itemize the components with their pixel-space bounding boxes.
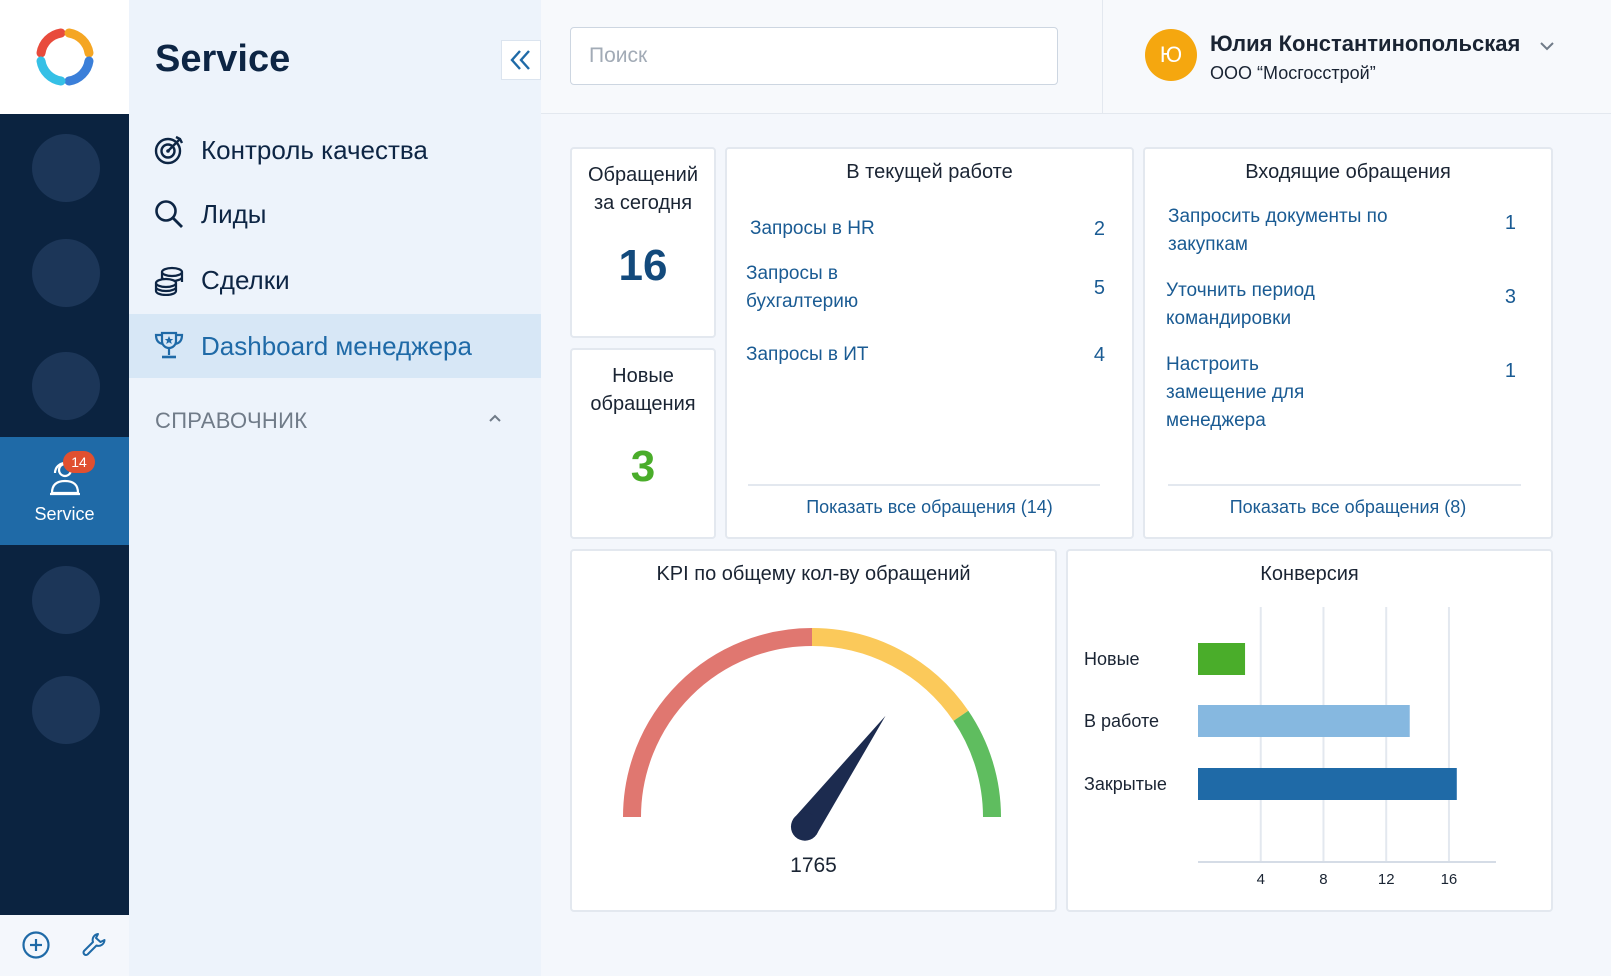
category-label: Новые — [1084, 649, 1140, 669]
card-title: Входящие обращения — [1245, 161, 1451, 183]
stat-card-new: Новые обращения 3 — [570, 348, 716, 539]
x-tick-label: 12 — [1378, 871, 1395, 888]
gauge-needle — [793, 715, 886, 835]
gauge-needle-hub — [790, 812, 819, 841]
app-logo[interactable] — [0, 0, 129, 114]
stat-label: Обращений за сегодня — [588, 164, 698, 214]
x-tick-label: 4 — [1257, 871, 1265, 888]
conversion-card: Конверсия 4 8 12 16 Новые В работе Закрытые — [1066, 549, 1553, 912]
nav-item-manager-dashboard[interactable]: Dashboard менеджера — [129, 314, 541, 378]
list-item[interactable]: Запросы в HR 2 — [750, 215, 1105, 245]
list-item-count: 5 — [1093, 277, 1105, 299]
gauge-segment-green — [953, 710, 1001, 818]
divider — [1168, 484, 1521, 486]
chevron-up-icon[interactable] — [487, 410, 503, 426]
bar — [1198, 768, 1457, 800]
rail-app-slot[interactable] — [32, 676, 100, 744]
show-all-link[interactable]: Показать все обращения (8) — [1229, 497, 1467, 517]
stat-label: Новые обращения — [590, 365, 696, 415]
double-chevron-left-icon — [510, 50, 530, 70]
kpi-gauge — [623, 628, 1001, 841]
list-item-label: Запросить документы по закупкам — [1168, 206, 1388, 255]
logo-icon — [36, 28, 93, 86]
search-input[interactable] — [570, 27, 1058, 85]
list-item[interactable]: Уточнить период командировки 3 — [1166, 277, 1516, 335]
nav-item-label: Лиды — [201, 198, 267, 229]
avatar[interactable]: Ю — [1145, 29, 1197, 81]
x-tick-label: 8 — [1319, 871, 1327, 888]
divider — [1102, 0, 1103, 113]
nav-item-label: Контроль качества — [201, 134, 428, 165]
nav-item-label: Dashboard менеджера — [201, 330, 472, 361]
list-item-count: 1 — [1504, 360, 1516, 382]
x-tick-label: 16 — [1441, 871, 1458, 888]
list-item-count: 3 — [1504, 286, 1516, 308]
stat-value: 16 — [618, 241, 668, 290]
navigation-panel: Service Контроль качества Лиды Сдел — [129, 0, 541, 976]
rail-app-slot[interactable] — [32, 352, 100, 420]
chevron-down-icon[interactable] — [1537, 36, 1557, 56]
list-item[interactable]: Запросить документы по закупкам 1 — [1168, 203, 1516, 261]
card-title: В текущей работе — [846, 161, 1013, 183]
list-item-label: Запросы в бухгалтерию — [746, 263, 859, 312]
notification-badge: 14 — [63, 451, 95, 473]
rail-app-slot[interactable] — [32, 134, 100, 202]
main-content: Ю Юлия Константинопольская ООО “Мосгосст… — [541, 0, 1611, 976]
trophy-icon — [154, 331, 184, 359]
bar — [1198, 643, 1246, 675]
wrench-icon[interactable] — [80, 930, 108, 958]
kpi-value: 1765 — [790, 854, 837, 877]
top-bar: Ю Юлия Константинопольская ООО “Мосгосст… — [541, 0, 1611, 114]
nav-item-leads[interactable]: Лиды — [129, 182, 541, 246]
user-name: Юлия Константинопольская — [1210, 31, 1521, 56]
category-label: В работе — [1084, 711, 1159, 731]
user-organization: ООО “Мосгосстрой” — [1210, 63, 1376, 83]
gauge-segment-red — [623, 628, 813, 818]
list-item-label: Настроить замещение для менеджера — [1166, 354, 1305, 431]
incoming-card: Входящие обращения Запросить документы п… — [1143, 147, 1553, 539]
list-item-label: Уточнить период командировки — [1166, 280, 1315, 329]
collapse-sidebar-button[interactable] — [501, 40, 541, 80]
rail-item-service[interactable]: Service — [0, 437, 129, 545]
in-work-card: В текущей работе Запросы в HR 2 Запросы … — [725, 147, 1134, 539]
nav-item-quality-control[interactable]: Контроль качества — [129, 118, 541, 182]
conversion-chart: 4 8 12 16 Новые В работе Закрытые — [1084, 607, 1496, 888]
list-item[interactable]: Настроить замещение для менеджера 1 — [1166, 351, 1516, 437]
stat-value: 3 — [630, 442, 656, 491]
coins-icon — [154, 266, 184, 296]
list-item-count: 1 — [1504, 212, 1516, 234]
gauge-segment-yellow — [811, 628, 969, 721]
rail-item-label: Service — [34, 504, 95, 524]
divider — [748, 484, 1100, 486]
rail-footer — [0, 915, 129, 976]
card-title: Конверсия — [1260, 563, 1359, 585]
nav-item-deals[interactable]: Сделки — [129, 248, 541, 312]
list-item[interactable]: Запросы в бухгалтерию 5 — [746, 260, 1105, 318]
list-item[interactable]: Запросы в ИТ 4 — [746, 341, 1105, 371]
bar — [1198, 705, 1410, 737]
list-item-label: Запросы в ИТ — [746, 344, 869, 365]
rail-app-slot[interactable] — [32, 239, 100, 307]
nav-item-label: Сделки — [201, 264, 290, 295]
stat-card-today: Обращений за сегодня 16 — [570, 147, 716, 338]
card-title: KPI по общему кол-ву обращений — [656, 563, 971, 585]
add-icon[interactable] — [21, 930, 51, 960]
show-all-link[interactable]: Показать все обращения (14) — [806, 497, 1053, 517]
app-rail: Service 14 — [0, 0, 129, 976]
rail-app-slot[interactable] — [32, 566, 100, 634]
search-icon — [155, 200, 183, 228]
list-item-count: 4 — [1093, 344, 1105, 366]
nav-title: Service — [155, 38, 291, 80]
list-item-label: Запросы в HR — [750, 218, 875, 239]
list-item-count: 2 — [1093, 218, 1105, 240]
section-reference-header[interactable]: СПРАВОЧНИК — [155, 408, 308, 433]
kpi-card: KPI по общему кол-ву обращений 1765 — [570, 549, 1057, 912]
category-label: Закрытые — [1084, 774, 1167, 794]
target-icon — [154, 135, 184, 165]
